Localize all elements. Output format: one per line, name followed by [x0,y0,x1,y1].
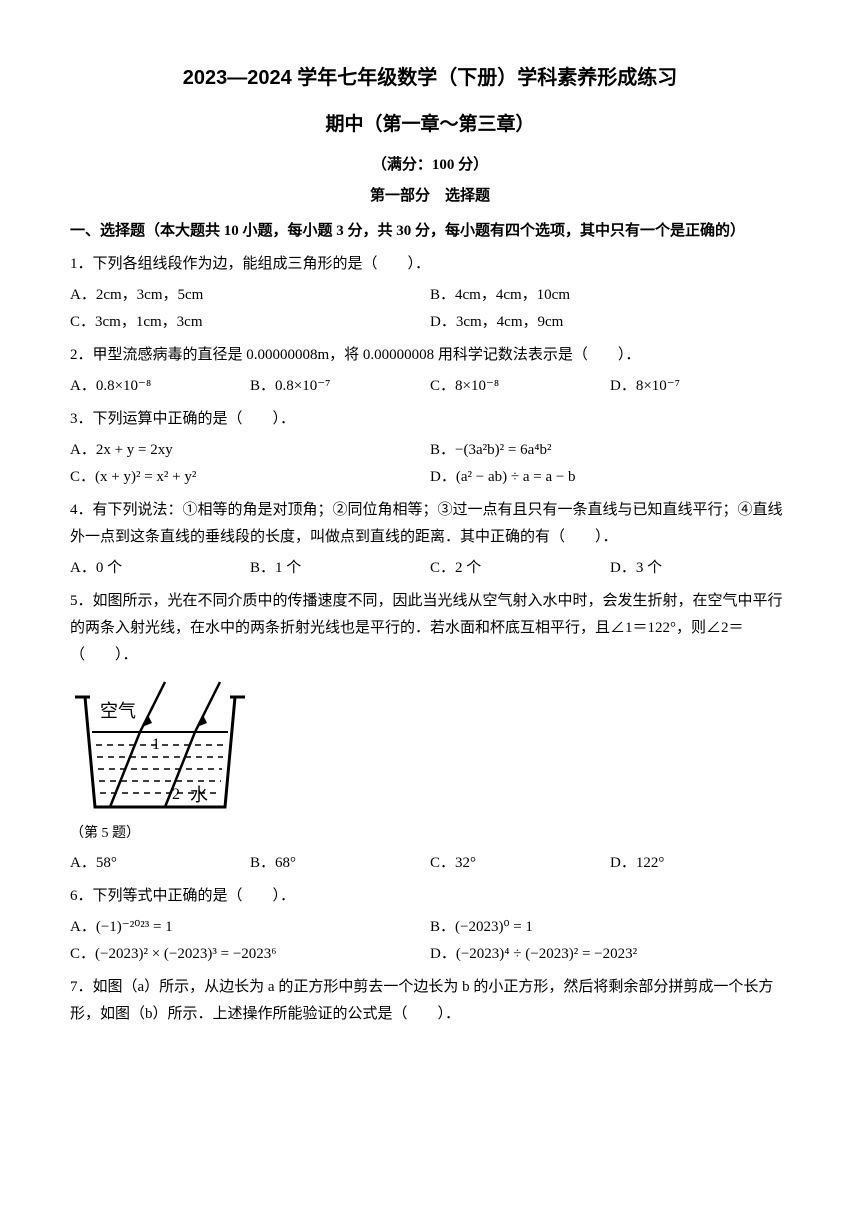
q3-opt-d: D．(a² − ab) ÷ a = a − b [430,464,790,491]
q4-opt-d: D．3 个 [610,555,790,582]
q1-opt-c: C．3cm，1cm，3cm [70,309,430,336]
question-3: 3．下列运算中正确的是（ ）． [70,406,790,433]
q6-opt-a: A．(−1)⁻²⁰²³ = 1 [70,914,430,941]
q6-opt-b: B．(−2023)⁰ = 1 [430,914,790,941]
question-2-options: A．0.8×10⁻⁸ B．0.8×10⁻⁷ C．8×10⁻⁸ D．8×10⁻⁷ [70,373,790,400]
part-heading: 第一部分 选择题 [70,183,790,210]
score-line: （满分：100 分） [70,152,790,179]
q2-opt-a: A．0.8×10⁻⁸ [70,373,250,400]
page-title: 2023—2024 学年七年级数学（下册）学科素养形成练习 [70,60,790,96]
question-5: 5．如图所示，光在不同介质中的传播速度不同，因此当光线从空气射入水中时，会发生折… [70,588,790,669]
question-6: 6．下列等式中正确的是（ ）． [70,883,790,910]
q2-opt-d: D．8×10⁻⁷ [610,373,790,400]
question-4: 4．有下列说法：①相等的角是对顶角；②同位角相等；③过一点有且只有一条直线与已知… [70,497,790,551]
question-3-options: A．2x + y = 2xy B．−(3a²b)² = 6a⁴b² C．(x +… [70,437,790,491]
page-subtitle: 期中（第一章～第三章） [70,108,790,142]
question-2: 2．甲型流感病毒的直径是 0.00000008m，将 0.00000008 用科… [70,342,790,369]
q4-opt-b: B．1 个 [250,555,430,582]
question-5-options: A．58° B．68° C．32° D．122° [70,850,790,877]
q5-opt-b: B．68° [250,850,430,877]
svg-text:2: 2 [172,786,180,803]
q6-opt-c: C．(−2023)² × (−2023)³ = −2023⁶ [70,941,430,968]
question-7: 7．如图（a）所示，从边长为 a 的正方形中剪去一个边长为 b 的小正方形，然后… [70,974,790,1028]
svg-text:1: 1 [152,736,160,753]
q5-opt-c: C．32° [430,850,610,877]
question-1: 1．下列各组线段作为边，能组成三角形的是（ ）． [70,251,790,278]
question-5-caption: （第 5 题） [70,821,790,846]
q3-opt-a: A．2x + y = 2xy [70,437,430,464]
q1-opt-a: A．2cm，3cm，5cm [70,282,430,309]
question-4-options: A．0 个 B．1 个 C．2 个 D．3 个 [70,555,790,582]
q5-opt-d: D．122° [610,850,790,877]
q5-opt-a: A．58° [70,850,250,877]
section-header: 一、选择题（本大题共 10 小题，每小题 3 分，共 30 分，每小题有四个选项… [70,218,790,245]
q1-opt-d: D．3cm，4cm，9cm [430,309,790,336]
q6-opt-d: D．(−2023)⁴ ÷ (−2023)² = −2023² [430,941,790,968]
q2-opt-b: B．0.8×10⁻⁷ [250,373,430,400]
q4-opt-c: C．2 个 [430,555,610,582]
question-1-options: A．2cm，3cm，5cm B．4cm，4cm，10cm C．3cm，1cm，3… [70,282,790,336]
q1-opt-b: B．4cm，4cm，10cm [430,282,790,309]
question-5-figure: 空气 1 2 水 （第 5 题） [70,677,790,846]
q4-opt-a: A．0 个 [70,555,250,582]
q3-opt-c: C．(x + y)² = x² + y² [70,464,430,491]
question-6-options: A．(−1)⁻²⁰²³ = 1 B．(−2023)⁰ = 1 C．(−2023)… [70,914,790,968]
water-label: 水 [190,785,208,805]
q2-opt-c: C．8×10⁻⁸ [430,373,610,400]
q3-opt-b: B．−(3a²b)² = 6a⁴b² [430,437,790,464]
air-label: 空气 [100,701,136,721]
